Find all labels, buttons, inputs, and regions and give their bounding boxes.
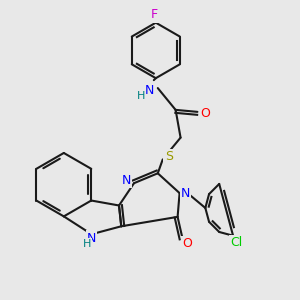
Text: N: N bbox=[122, 174, 131, 187]
Text: O: O bbox=[200, 107, 210, 120]
Text: H: H bbox=[82, 239, 91, 249]
Text: N: N bbox=[181, 187, 190, 200]
Text: N: N bbox=[87, 232, 96, 245]
Text: N: N bbox=[145, 84, 154, 97]
Text: S: S bbox=[165, 150, 173, 163]
Text: F: F bbox=[150, 8, 158, 21]
Text: Cl: Cl bbox=[230, 236, 242, 249]
Text: H: H bbox=[137, 91, 145, 101]
Text: O: O bbox=[183, 237, 192, 250]
